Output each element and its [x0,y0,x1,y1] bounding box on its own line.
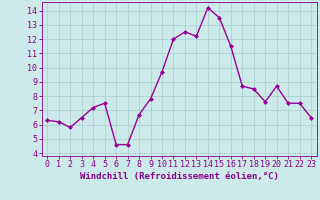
X-axis label: Windchill (Refroidissement éolien,°C): Windchill (Refroidissement éolien,°C) [80,172,279,181]
